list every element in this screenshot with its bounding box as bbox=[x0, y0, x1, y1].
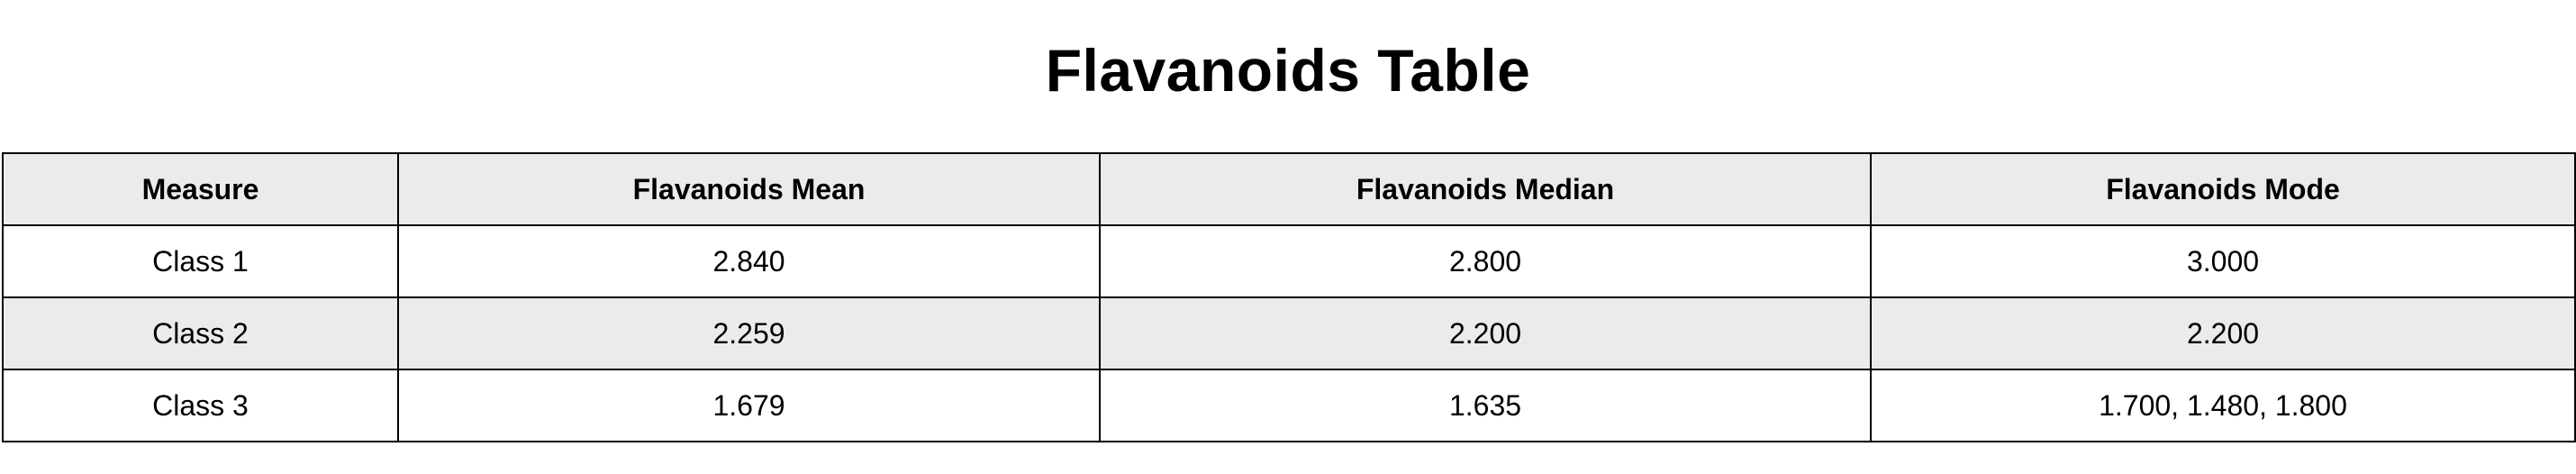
cell-mode: 1.700, 1.480, 1.800 bbox=[1870, 369, 2576, 442]
table-row: Class 3 1.679 1.635 1.700, 1.480, 1.800 bbox=[2, 369, 2576, 442]
header-flavanoids-median: Flavanoids Median bbox=[1099, 152, 1872, 226]
header-flavanoids-mean: Flavanoids Mean bbox=[397, 152, 1101, 226]
cell-median: 1.635 bbox=[1099, 369, 1872, 442]
page-title: Flavanoids Table bbox=[1045, 37, 1531, 104]
cell-measure: Class 3 bbox=[2, 369, 399, 442]
cell-measure: Class 1 bbox=[2, 224, 399, 298]
header-flavanoids-mode: Flavanoids Mode bbox=[1870, 152, 2576, 226]
cell-mode: 3.000 bbox=[1870, 224, 2576, 298]
cell-median: 2.200 bbox=[1099, 296, 1872, 370]
flavanoids-table: Measure Flavanoids Mean Flavanoids Media… bbox=[2, 152, 2576, 442]
cell-median: 2.800 bbox=[1099, 224, 1872, 298]
cell-measure: Class 2 bbox=[2, 296, 399, 370]
table-row: Class 2 2.259 2.200 2.200 bbox=[2, 296, 2576, 370]
cell-mean: 2.840 bbox=[397, 224, 1101, 298]
table-header-row: Measure Flavanoids Mean Flavanoids Media… bbox=[2, 152, 2576, 226]
header-measure: Measure bbox=[2, 152, 399, 226]
cell-mean: 2.259 bbox=[397, 296, 1101, 370]
cell-mode: 2.200 bbox=[1870, 296, 2576, 370]
cell-mean: 1.679 bbox=[397, 369, 1101, 442]
table-row: Class 1 2.840 2.800 3.000 bbox=[2, 224, 2576, 298]
